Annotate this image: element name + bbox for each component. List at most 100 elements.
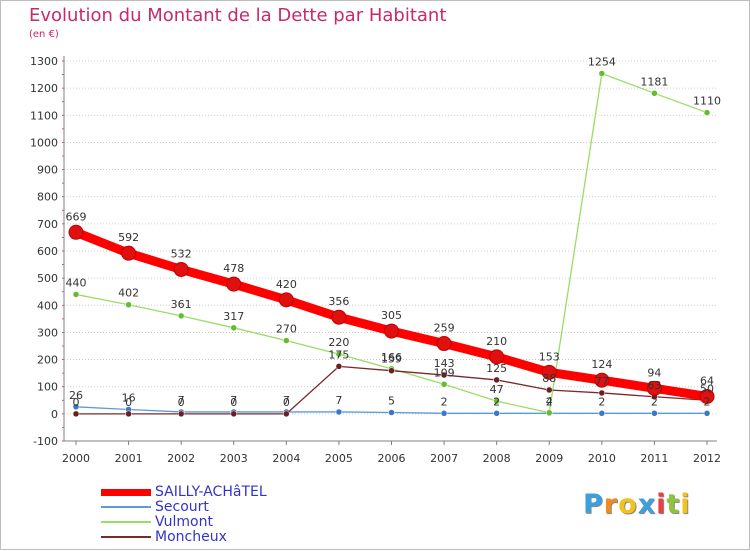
series-point: [541, 364, 557, 380]
data-label: 478: [223, 262, 244, 275]
logo-letter: x: [637, 489, 657, 520]
data-label: 2: [493, 395, 500, 408]
x-tick-label: 2006: [378, 452, 406, 465]
legend: SAILLY-ACHâTEL Secourt Vulmont Moncheux: [101, 485, 361, 545]
data-label: 402: [118, 287, 139, 300]
series-point: [489, 349, 505, 365]
data-label: 143: [434, 357, 455, 370]
data-label: 77: [595, 375, 609, 388]
data-label: 1181: [640, 75, 668, 88]
data-label: 64: [700, 374, 714, 387]
series-point: [651, 410, 658, 417]
logo-letter: P: [583, 489, 604, 520]
series-point: [226, 276, 242, 292]
data-label: 669: [66, 210, 87, 223]
logo-letter: i: [680, 489, 691, 520]
data-label: 4: [546, 395, 553, 408]
data-label: 220: [328, 336, 349, 349]
data-label: 210: [486, 335, 507, 348]
data-label: 16: [122, 392, 136, 405]
series-point: [335, 408, 343, 416]
data-label: 356: [328, 295, 349, 308]
series-point: [230, 324, 237, 332]
y-tick-label: 100: [37, 381, 58, 394]
legend-item-moncheux: Moncheux: [101, 530, 361, 545]
data-label: 26: [69, 389, 83, 402]
series-point: [646, 380, 662, 396]
data-label: 440: [66, 276, 87, 289]
y-tick-label: 700: [37, 218, 58, 231]
y-tick-label: 900: [37, 164, 58, 177]
series-point: [546, 409, 553, 417]
data-label: 317: [223, 310, 244, 323]
x-tick-label: 2012: [693, 452, 721, 465]
y-tick-label: 1100: [30, 109, 58, 122]
x-tick-label: 2004: [272, 452, 300, 465]
legend-label: Moncheux: [155, 529, 227, 545]
series-point: [68, 224, 84, 240]
data-label: 47: [490, 383, 504, 396]
series-point: [598, 389, 606, 397]
series-point: [72, 403, 80, 411]
series-point: [278, 292, 294, 308]
x-tick-label: 2010: [588, 452, 616, 465]
data-label: 270: [276, 323, 297, 336]
legend-item-sailly: SAILLY-ACHâTEL: [101, 485, 361, 500]
legend-item-vulmont: Vulmont: [101, 515, 361, 530]
y-tick-label: 400: [37, 299, 58, 312]
y-tick-label: 0: [51, 408, 58, 421]
y-tick-label: -100: [33, 435, 58, 448]
data-label: 2: [546, 395, 553, 408]
data-label: 259: [434, 322, 455, 335]
data-label: 0: [178, 396, 185, 409]
data-label: 592: [118, 231, 139, 244]
series-point: [546, 386, 553, 394]
series-point: [72, 291, 80, 298]
logo-letter: i: [656, 489, 667, 520]
series-point: [177, 410, 185, 418]
series-point: [335, 363, 343, 370]
series-point: [388, 367, 395, 374]
series-point: [125, 410, 132, 418]
logo-letter: r: [603, 489, 619, 520]
series-point: [283, 410, 290, 418]
y-tick-label: 600: [37, 245, 58, 258]
series-point: [699, 388, 715, 404]
x-tick-label: 2009: [535, 452, 563, 465]
data-label: 5: [388, 395, 395, 408]
legend-swatch-secourt: [101, 506, 151, 508]
data-label: 0: [73, 396, 80, 409]
data-label: 50: [700, 382, 714, 395]
series-point: [493, 410, 500, 417]
series-point: [703, 109, 711, 116]
legend-swatch-vulmont: [101, 521, 151, 523]
x-tick-label: 2002: [167, 452, 195, 465]
data-label: 175: [328, 348, 349, 361]
series-point: [598, 70, 606, 77]
y-tick-label: 1000: [30, 136, 58, 149]
series-point: [436, 336, 452, 352]
proxiti-logo: Proxiti: [583, 489, 691, 520]
data-label: 2: [598, 395, 605, 408]
data-label: 7: [230, 394, 237, 407]
logo-letter: t: [666, 489, 681, 520]
chart-title: Evolution du Montant de la Dette par Hab…: [29, 5, 447, 26]
legend-label: SAILLY-ACHâTEL: [155, 484, 267, 500]
data-label: 7: [283, 394, 290, 407]
legend-swatch-sailly: [101, 489, 151, 496]
data-label: 109: [434, 366, 455, 379]
data-label: 305: [381, 309, 402, 322]
series-point: [335, 350, 343, 358]
x-tick-label: 2011: [640, 452, 668, 465]
data-label: 2: [441, 395, 448, 408]
series-point: [283, 337, 290, 344]
series-point: [125, 301, 132, 308]
data-label: 88: [542, 372, 556, 385]
series-point: [121, 245, 137, 261]
y-tick-label: 300: [37, 326, 58, 339]
series-point: [598, 410, 606, 417]
data-label: 2: [651, 395, 658, 408]
series-point: [230, 410, 237, 418]
